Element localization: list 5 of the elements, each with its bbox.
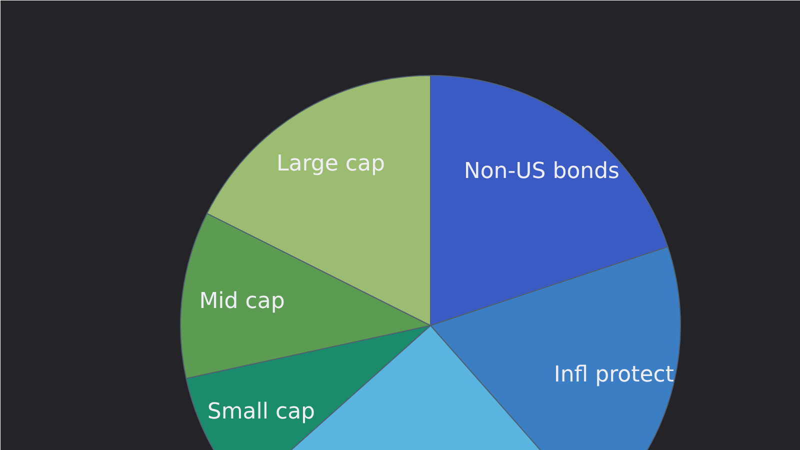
- slice-label: Infl protect: [554, 362, 674, 388]
- slice-label: Large cap: [276, 151, 385, 176]
- slice-label: Mid cap: [199, 289, 285, 314]
- slice-label: Non-US bonds: [464, 158, 620, 184]
- slice-label: Small cap: [207, 399, 316, 424]
